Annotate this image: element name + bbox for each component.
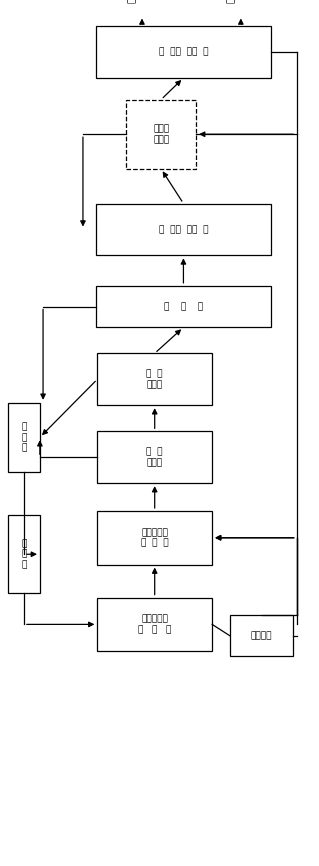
Text: 冷
凝
器: 冷 凝 器 — [21, 540, 26, 569]
Bar — [8, 515, 40, 593]
Bar — [97, 353, 212, 405]
Text: 一  蒸馏  分离  塔: 一 蒸馏 分离 塔 — [159, 225, 208, 234]
Text: 压
缩
机: 压 缩 机 — [21, 423, 26, 452]
Text: 三异丙醇胺: 三异丙醇胺 — [227, 0, 236, 3]
Text: 氨水原料预
处   理   罐: 氨水原料预 处 理 罐 — [138, 615, 171, 634]
Bar — [230, 615, 293, 656]
Bar — [96, 286, 271, 327]
Bar — [8, 403, 40, 472]
Bar — [96, 204, 271, 255]
Text: 固定床管式
反  应  器: 固定床管式 反 应 器 — [141, 528, 168, 547]
Text: 一  蒸馏  分离  塔: 一 蒸馏 分离 塔 — [159, 48, 208, 56]
Text: 脱    水    塔: 脱 水 塔 — [164, 302, 203, 311]
Bar — [97, 431, 212, 483]
Bar — [97, 511, 212, 565]
Bar — [96, 26, 271, 78]
Text: 二  级
蒸馏塔: 二 级 蒸馏塔 — [146, 370, 163, 389]
Text: 环氧丙烷: 环氧丙烷 — [251, 631, 272, 640]
Bar — [97, 598, 212, 651]
Text: 催化剂
再生塔: 催化剂 再生塔 — [153, 125, 169, 144]
Bar — [126, 100, 196, 169]
Text: 二异丙醇胺: 二异丙醇胺 — [128, 0, 137, 3]
Text: 一  级
蒸馏塔: 一 级 蒸馏塔 — [146, 448, 163, 467]
